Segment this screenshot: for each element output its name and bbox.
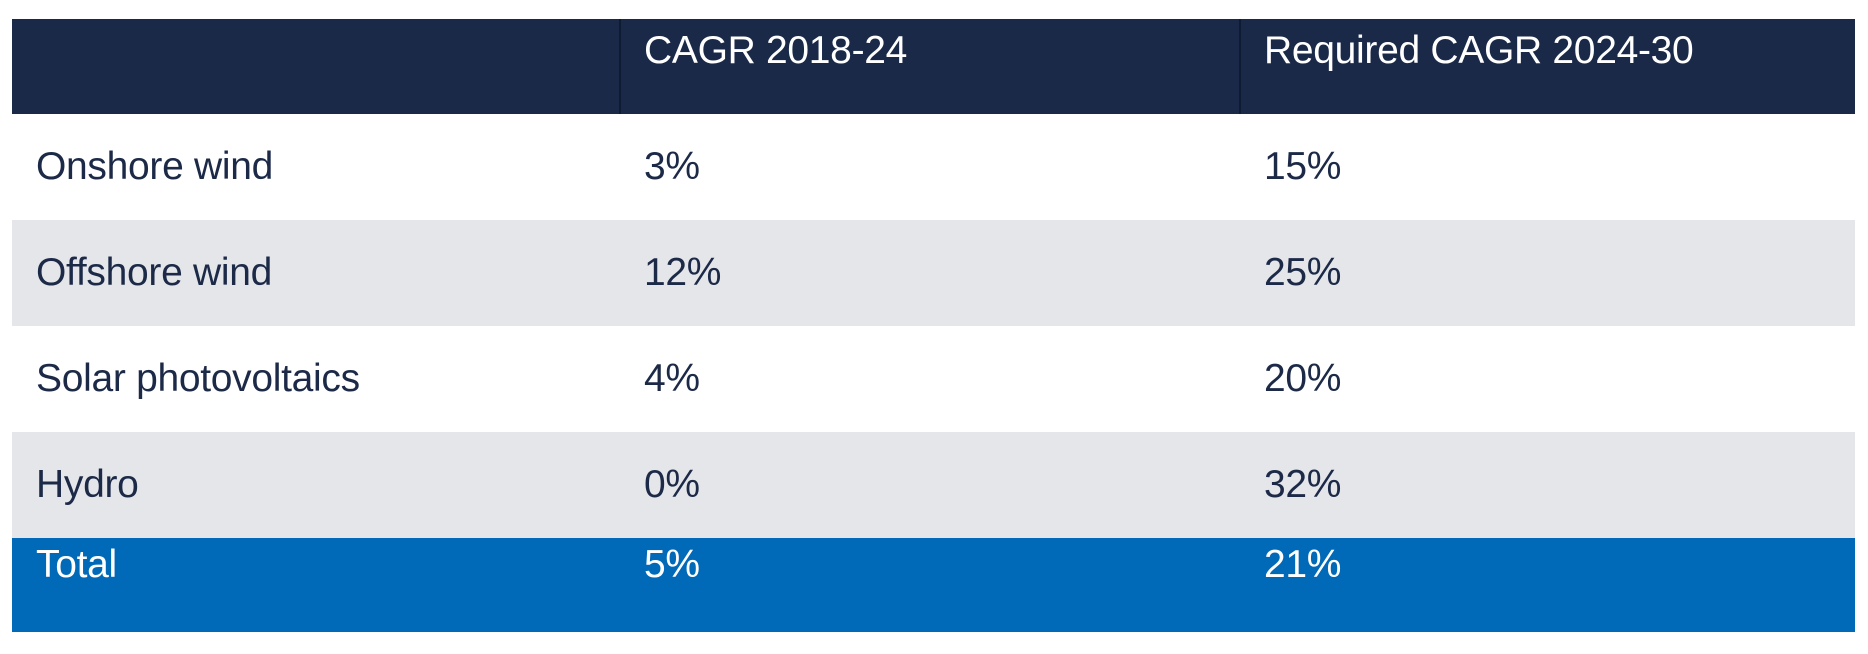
table-row: Onshore wind 3% 15%	[12, 114, 1855, 220]
header-cell-cagr-2018-24: CAGR 2018-24	[621, 19, 1241, 114]
header-cell-required-cagr-2024-30: Required CAGR 2024-30	[1264, 29, 1694, 72]
header-cell-empty	[12, 19, 621, 114]
total-label: Total	[36, 543, 117, 586]
table-header-row: CAGR 2018-24 Required CAGR 2024-30	[12, 19, 1855, 114]
row-label: Solar photovoltaics	[36, 357, 360, 400]
row-label: Hydro	[36, 463, 139, 506]
cagr-2018-24-value: 3%	[644, 145, 700, 188]
required-cagr-2024-30-value: 32%	[1264, 463, 1342, 506]
required-cagr-2024-30-value: 20%	[1264, 357, 1342, 400]
table-row: Solar photovoltaics 4% 20%	[12, 326, 1855, 432]
required-cagr-2024-30-value: 25%	[1264, 251, 1342, 294]
cagr-2018-24-value: 4%	[644, 357, 700, 400]
required-cagr-2024-30-value: 15%	[1264, 145, 1342, 188]
total-cagr-2018-24-value: 5%	[644, 543, 700, 586]
cagr-2018-24-value: 0%	[644, 463, 700, 506]
table-row: Hydro 0% 32%	[12, 432, 1855, 538]
row-label: Offshore wind	[36, 251, 273, 294]
table-total-row: Total 5% 21%	[12, 538, 1855, 632]
table-row: Offshore wind 12% 25%	[12, 220, 1855, 326]
row-label: Onshore wind	[36, 145, 274, 188]
cagr-table: CAGR 2018-24 Required CAGR 2024-30 Onsho…	[12, 19, 1855, 632]
cagr-2018-24-value: 12%	[644, 251, 722, 294]
total-required-cagr-2024-30-value: 21%	[1264, 543, 1342, 586]
